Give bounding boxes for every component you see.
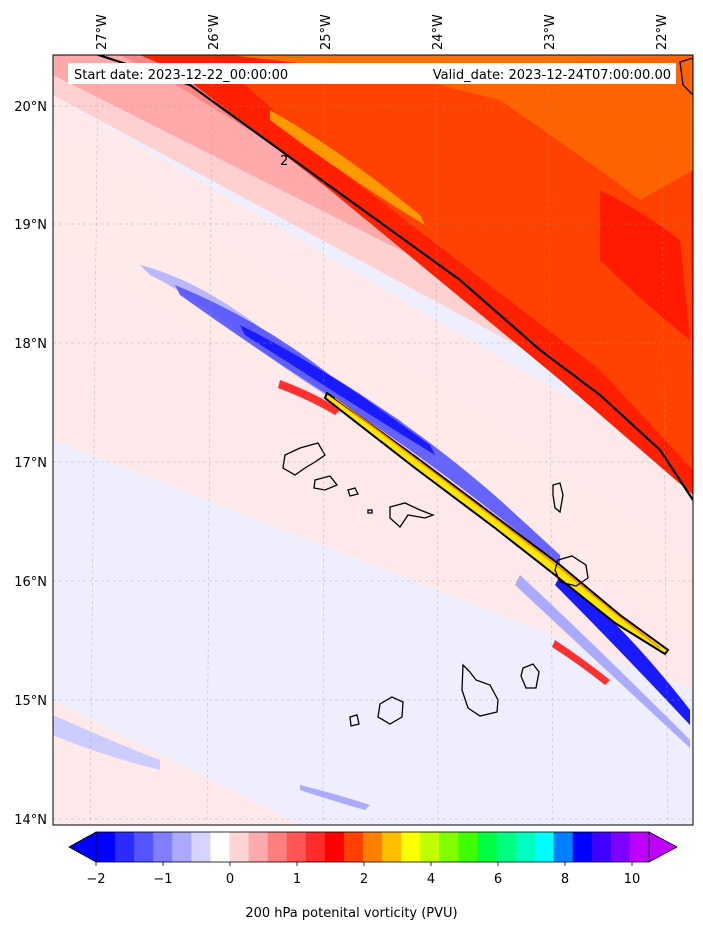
map-area: 2 [53, 55, 693, 825]
island-sao-nicolau [389, 502, 435, 528]
colorbar-cell [134, 832, 154, 862]
colorbar-cell [172, 832, 192, 862]
lat-label-20n: 20°N [14, 100, 47, 115]
colorbar-extend-right [648, 831, 678, 863]
colorbar-tick-label: 2 [360, 872, 368, 887]
island-santo-antao [282, 442, 326, 476]
lon-label-24w: 24°W [431, 14, 446, 50]
colorbar-cell [115, 832, 135, 862]
colorbar-cell [229, 832, 249, 862]
island-santiago [461, 663, 499, 717]
colorbar-cell [248, 832, 269, 862]
colorbar-cell [458, 832, 478, 862]
pv-negative-core [240, 325, 435, 455]
colorbar-cell [96, 832, 116, 862]
colorbar-cell [324, 832, 345, 862]
pv-negative-streak-sw [53, 715, 160, 770]
lon-label-27w: 27°W [95, 14, 110, 50]
pv-orange-shade [240, 55, 693, 470]
colorbar-cell [191, 832, 211, 862]
island-sao-vicente [313, 475, 339, 491]
colorbar-tick-label: 0 [226, 872, 234, 887]
pv-negative-streak-s [300, 785, 370, 810]
island-santa-luzia [347, 487, 359, 497]
island-ne-coast [679, 57, 693, 96]
colorbar-cell [286, 832, 307, 862]
island-branco [367, 509, 373, 514]
colorbar-cell [629, 832, 650, 862]
colorbar: −2 −1 0 1 2 4 6 8 10 [68, 831, 678, 887]
colorbar-cells [96, 832, 650, 862]
island-maio [520, 663, 540, 689]
pv-red-edge [278, 380, 340, 415]
colorbar-frame [95, 831, 650, 863]
colorbar-tick-label: −2 [86, 872, 105, 887]
lon-label-22w: 22°W [655, 14, 670, 50]
island-brava [349, 714, 360, 727]
pv-red-edge-south [552, 640, 610, 685]
contour-label: 2 [280, 154, 288, 169]
colorbar-cell [591, 832, 612, 862]
header-box [68, 63, 676, 84]
pv-red-patch [600, 190, 690, 340]
pv-negative-core-south [555, 575, 690, 725]
lat-label-18n: 18°N [14, 337, 47, 352]
pv-near-zero-zone [53, 440, 693, 825]
pv-high-filament [323, 391, 670, 656]
map-frame [52, 54, 694, 826]
lat-label-19n: 19°N [14, 218, 47, 233]
colorbar-cell [401, 832, 421, 862]
colorbar-cell [305, 832, 326, 862]
colorbar-cell [153, 832, 173, 862]
start-date-label: Start date: 2023-12-22_00:00:00 [74, 68, 288, 83]
colorbar-cell [534, 832, 555, 862]
colorbar-cell [572, 832, 593, 862]
colorbar-tick-label: −1 [153, 872, 172, 887]
pv-filament-core [334, 397, 661, 649]
lat-label-14n: 14°N [14, 813, 47, 828]
island-boa-vista [554, 555, 589, 587]
colorbar-extend-left [68, 831, 97, 863]
colorbar-tick-label: 10 [624, 872, 641, 887]
colorbar-cell [496, 832, 516, 862]
lon-label-25w: 25°W [319, 14, 334, 50]
pv-negative-band [175, 285, 560, 565]
pv-dark-orange-streak [270, 110, 425, 225]
pv-2-contour-line [95, 55, 693, 501]
colorbar-cell [343, 832, 364, 862]
colorbar-tick-label: 6 [494, 872, 502, 887]
colorbar-cell [267, 832, 288, 862]
colorbar-cell [362, 832, 383, 862]
colorbar-cell [382, 832, 402, 862]
colorbar-title: 200 hPa potenital vorticity (PVU) [245, 906, 458, 921]
colorbar-tick-label: 8 [561, 872, 569, 887]
longitude-labels: 27°W 26°W 25°W 24°W 23°W 22°W [95, 14, 670, 50]
gridlines [53, 55, 693, 825]
lon-label-26w: 26°W [207, 14, 222, 50]
lat-label-16n: 16°N [14, 575, 47, 590]
colorbar-cell [420, 832, 440, 862]
colorbar-cell [515, 832, 535, 862]
pv-light-band [53, 130, 693, 640]
colorbar-cell [439, 832, 459, 862]
latitude-labels: 20°N 19°N 18°N 17°N 16°N 15°N 14°N [14, 100, 47, 828]
lat-label-17n: 17°N [14, 456, 47, 471]
island-sal [552, 482, 564, 514]
colorbar-ticks: −2 −1 0 1 2 4 6 8 10 [86, 862, 640, 887]
colorbar-cell [610, 832, 631, 862]
lon-label-23w: 23°W [543, 14, 558, 50]
colorbar-cell [210, 832, 230, 862]
colorbar-tick-label: 1 [293, 872, 301, 887]
colorbar-tick-label: 4 [427, 872, 435, 887]
lat-label-15n: 15°N [14, 694, 47, 709]
colorbar-cell [477, 832, 497, 862]
island-fogo [377, 696, 404, 725]
valid-date-label: Valid_date: 2023-12-24T07:00:00.00 [433, 68, 671, 83]
coastlines [282, 57, 693, 727]
colorbar-cell [553, 832, 574, 862]
pv-negative-band-south [515, 575, 690, 748]
